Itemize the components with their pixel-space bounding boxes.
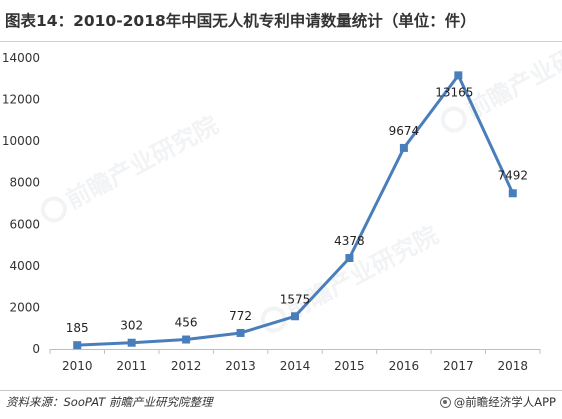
data-label-2015: 4378 <box>334 234 365 248</box>
data-point-2014 <box>291 312 299 321</box>
data-label-2017: 13165 <box>435 85 473 99</box>
brand-logo-icon <box>439 396 451 408</box>
data-point-2011 <box>127 338 136 347</box>
watermark-0: 前瞻产业研究院 <box>40 111 223 223</box>
chart-title: 图表14：2010-2018年中国无人机专利申请数量统计（单位：件） <box>5 12 476 30</box>
x-tick-label-2017: 2017 <box>443 359 474 373</box>
watermark-text: 前瞻产业研究院 <box>61 111 222 215</box>
brand-credit: @前瞻经济学人APP <box>439 394 556 410</box>
data-label-layer: 185 302 456 772 1575 4378 9674 13165 7492 <box>66 85 528 335</box>
data-label-2010: 185 <box>66 321 89 335</box>
data-label-2011: 302 <box>120 319 143 333</box>
brand-text: @前瞻经济学人APP <box>453 395 556 409</box>
data-point-2017 <box>454 71 463 80</box>
axes: 2010 2011 2012 2013 2014 2015 2016 2017 2018 0 200… <box>2 51 541 373</box>
y-tick-label-10000: 10000 <box>2 134 40 148</box>
x-tick-label-2016: 2016 <box>389 359 420 373</box>
y-tick-label-0: 0 <box>32 342 40 356</box>
x-tick-label-2014: 2014 <box>280 359 311 373</box>
data-point-2015 <box>345 254 354 263</box>
y-tick-label-8000: 8000 <box>9 176 40 190</box>
watermark-logo-icon <box>440 106 467 133</box>
data-label-2014: 1575 <box>280 292 311 306</box>
data-point-2013 <box>236 328 245 337</box>
data-label-2013: 772 <box>229 309 252 323</box>
x-tick-label-2013: 2013 <box>225 359 256 373</box>
y-tick-label-12000: 12000 <box>2 93 40 107</box>
series-layer <box>73 71 517 350</box>
watermark-logo-icon <box>40 196 67 223</box>
y-tick-label-2000: 2000 <box>9 300 40 314</box>
data-label-2018: 7492 <box>498 168 529 182</box>
title-divider <box>0 41 562 42</box>
y-tick-label-4000: 4000 <box>9 259 40 273</box>
y-tick-label-14000: 14000 <box>2 51 40 65</box>
watermark-text: 前瞻产业研究院 <box>461 21 562 125</box>
data-point-2018 <box>508 189 517 198</box>
x-tick-label-2012: 2012 <box>171 359 202 373</box>
x-tick-label-2018: 2018 <box>498 359 529 373</box>
data-point-2010 <box>73 341 82 350</box>
data-label-2012: 456 <box>175 316 198 330</box>
footer-divider <box>0 390 562 391</box>
data-label-2016: 9674 <box>389 124 420 138</box>
x-tick-label-2011: 2011 <box>116 359 147 373</box>
x-tick-label-2010: 2010 <box>62 359 93 373</box>
x-tick-label-2015: 2015 <box>334 359 365 373</box>
data-point-2016 <box>399 143 408 152</box>
data-point-2012 <box>182 335 191 344</box>
y-tick-label-6000: 6000 <box>9 217 40 231</box>
source-note: 资料来源：SooPAT 前瞻产业研究院整理 <box>6 395 213 409</box>
